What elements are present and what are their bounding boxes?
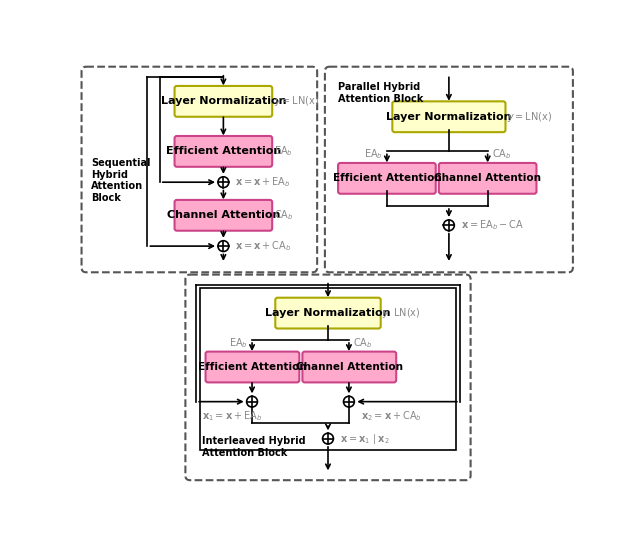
FancyBboxPatch shape [392, 102, 506, 132]
FancyBboxPatch shape [175, 136, 272, 167]
Text: Parallel Hybrid
Attention Block: Parallel Hybrid Attention Block [338, 82, 424, 104]
Text: Layer Normalization: Layer Normalization [386, 112, 511, 122]
Bar [200, 288, 456, 450]
FancyBboxPatch shape [439, 163, 536, 194]
Text: $\mathrm{CA}_b$: $\mathrm{CA}_b$ [353, 336, 372, 350]
Text: Channel Attention: Channel Attention [296, 362, 403, 372]
FancyBboxPatch shape [275, 298, 381, 329]
Text: $y = \mathrm{LN(x)}$: $y = \mathrm{LN(x)}$ [274, 94, 319, 109]
Text: $y = \mathrm{LN(x)}$: $y = \mathrm{LN(x)}$ [507, 110, 552, 124]
Text: Efficient Attention: Efficient Attention [333, 173, 441, 184]
Text: Layer Normalization: Layer Normalization [161, 96, 286, 106]
Text: Layer Normalization: Layer Normalization [265, 308, 391, 318]
Text: Sequential
Hybrid
Attention
Block: Sequential Hybrid Attention Block [91, 158, 150, 203]
Text: $\mathrm{EA}_b$: $\mathrm{EA}_b$ [274, 144, 292, 159]
Text: Channel Attention: Channel Attention [434, 173, 541, 184]
Text: $\mathbf{x} = \mathrm{EA}_b - \mathrm{CA}$: $\mathbf{x} = \mathrm{EA}_b - \mathrm{CA… [461, 218, 524, 232]
Text: Interleaved Hybrid
Attention Block: Interleaved Hybrid Attention Block [202, 436, 306, 458]
FancyBboxPatch shape [338, 163, 436, 194]
FancyBboxPatch shape [303, 352, 396, 382]
Text: $\mathrm{EA}_b$: $\mathrm{EA}_b$ [364, 148, 383, 161]
FancyBboxPatch shape [205, 352, 300, 382]
Text: $\mathbf{x} = \mathbf{x}_1 \mid \mathbf{x}_2$: $\mathbf{x} = \mathbf{x}_1 \mid \mathbf{… [340, 432, 390, 446]
Text: $\mathbf{x}_1 = \mathbf{x} + \mathrm{EA}_b$: $\mathbf{x}_1 = \mathbf{x} + \mathrm{EA}… [202, 409, 262, 423]
Text: Efficient Attention: Efficient Attention [198, 362, 307, 372]
Text: Channel Attention: Channel Attention [166, 210, 280, 220]
Text: $\mathbf{x}_2 = \mathbf{x} + \mathrm{CA}_b$: $\mathbf{x}_2 = \mathbf{x} + \mathrm{CA}… [360, 409, 421, 423]
Text: $\mathbf{x} = \mathbf{x} + \mathrm{EA}_b$: $\mathbf{x} = \mathbf{x} + \mathrm{EA}_b… [235, 175, 291, 189]
Text: $\mathrm{CA}_b$: $\mathrm{CA}_b$ [274, 209, 293, 222]
Text: $\mathbf{x} = \mathbf{x} + \mathrm{CA}_b$: $\mathbf{x} = \mathbf{x} + \mathrm{CA}_b… [235, 239, 291, 253]
Text: $\mathrm{CA}_b$: $\mathrm{CA}_b$ [492, 148, 511, 161]
FancyBboxPatch shape [175, 200, 272, 231]
Text: $y \;\; \mathrm{LN(x)}$: $y \;\; \mathrm{LN(x)}$ [382, 306, 420, 320]
Text: Efficient Attention: Efficient Attention [166, 147, 281, 156]
Text: $\mathrm{EA}_b$: $\mathrm{EA}_b$ [229, 336, 248, 350]
FancyBboxPatch shape [175, 86, 272, 117]
